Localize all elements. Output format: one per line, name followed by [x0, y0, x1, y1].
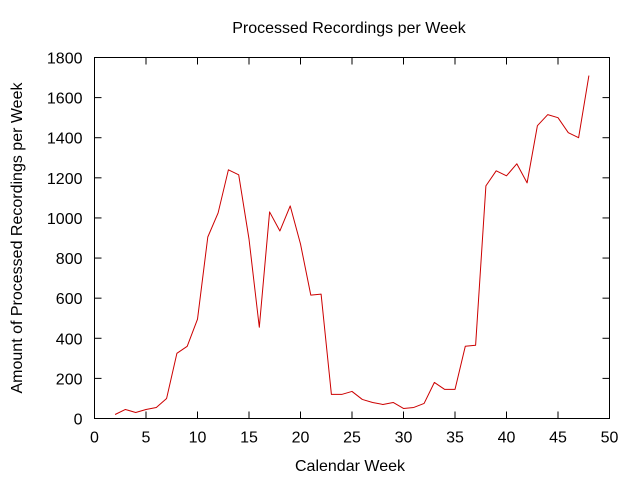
y-axis-label: Amount of Processed Recordings per Week	[9, 82, 26, 394]
y-tick-label: 1400	[47, 131, 83, 148]
data-point	[114, 413, 117, 416]
chart-title: Processed Recordings per Week	[232, 20, 467, 37]
y-tick-label: 1800	[47, 51, 83, 68]
data-point	[577, 136, 580, 139]
data-point	[227, 168, 230, 171]
data-point	[587, 74, 590, 77]
data-point	[402, 407, 405, 410]
y-tick-label: 1600	[47, 91, 83, 108]
data-point	[145, 408, 148, 411]
data-point	[330, 393, 333, 396]
data-point	[206, 235, 209, 238]
data-point	[248, 238, 251, 241]
data-point	[278, 229, 281, 232]
data-point	[505, 174, 508, 177]
data-point	[289, 204, 292, 207]
x-tick-label: 45	[549, 430, 567, 447]
x-tick-label: 35	[446, 430, 464, 447]
data-point	[217, 211, 220, 214]
y-tick-label: 800	[56, 251, 83, 268]
data-point	[237, 173, 240, 176]
x-tick-label: 30	[395, 430, 413, 447]
axis-ticks: 0 5 10 15 20 25 30 35 40 45 50 0 200 400 600 800 1000 120…	[47, 51, 619, 447]
y-tick-label: 400	[56, 331, 83, 348]
x-tick-label: 50	[601, 430, 619, 447]
data-point	[309, 294, 312, 297]
y-tick-label: 600	[56, 291, 83, 308]
data-point	[196, 318, 199, 321]
data-point	[567, 131, 570, 134]
y-tick-label: 1200	[47, 171, 83, 188]
y-tick-label: 0	[74, 412, 83, 429]
data-point	[186, 345, 189, 348]
x-tick-label: 25	[343, 430, 361, 447]
x-tick-label: 20	[292, 430, 310, 447]
x-tick-label: 15	[240, 430, 258, 447]
data-point	[474, 344, 477, 347]
data-point	[536, 124, 539, 127]
data-point	[124, 408, 127, 411]
data-point	[340, 393, 343, 396]
data-point	[320, 293, 323, 296]
data-point	[454, 388, 457, 391]
data-point	[299, 243, 302, 246]
y-tick-label: 200	[56, 371, 83, 388]
data-point	[134, 411, 137, 414]
data-point	[351, 390, 354, 393]
data-point	[412, 406, 415, 409]
data-point	[546, 113, 549, 116]
x-tick-label: 0	[90, 430, 99, 447]
data-point	[258, 326, 261, 329]
series-line	[114, 75, 590, 415]
x-axis-label: Calendar Week	[295, 458, 406, 475]
data-point	[361, 398, 364, 401]
data-point	[443, 388, 446, 391]
series-layer	[114, 74, 590, 416]
data-point	[515, 162, 518, 165]
x-tick-label: 40	[498, 430, 516, 447]
data-point	[423, 402, 426, 405]
data-point	[381, 403, 384, 406]
y-tick-label: 1000	[47, 211, 83, 228]
data-point	[433, 381, 436, 384]
data-point	[392, 401, 395, 404]
data-point	[495, 169, 498, 172]
data-point	[371, 401, 374, 404]
plot-frame	[94, 57, 610, 419]
data-point	[165, 397, 168, 400]
data-point	[155, 406, 158, 409]
x-tick-label: 5	[142, 430, 151, 447]
data-point	[464, 345, 467, 348]
data-point	[557, 116, 560, 119]
data-point	[484, 184, 487, 187]
data-point	[268, 210, 271, 213]
x-tick-label: 10	[189, 430, 207, 447]
data-point	[526, 181, 529, 184]
data-point	[175, 352, 178, 355]
